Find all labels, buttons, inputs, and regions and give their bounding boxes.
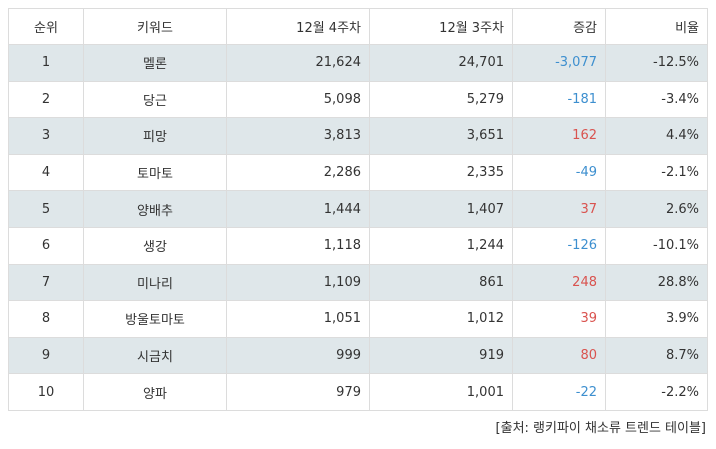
- table-row: 2 당근 5,098 5,279 -181 -3.4%: [8, 80, 708, 119]
- cell-week3: 1,012: [369, 300, 513, 338]
- source-caption: [출처: 랭키파이 채소류 트렌드 테이블]: [495, 421, 706, 436]
- header-change: 증감: [512, 8, 606, 45]
- table-row: 6 생강 1,118 1,244 -126 -10.1%: [8, 226, 708, 265]
- cell-rank: 2: [8, 80, 84, 119]
- cell-week3: 24,701: [369, 44, 513, 82]
- cell-keyword: 시금치: [83, 336, 227, 375]
- table-row: 4 토마토 2,286 2,335 -49 -2.1%: [8, 153, 708, 192]
- header-rank: 순위: [8, 8, 84, 45]
- cell-ratio: -2.2%: [605, 373, 708, 411]
- cell-week4: 3,813: [226, 117, 370, 155]
- cell-week4: 979: [226, 373, 370, 411]
- cell-change: -126: [512, 226, 606, 265]
- cell-keyword: 당근: [83, 80, 227, 119]
- cell-change: 80: [512, 336, 606, 375]
- cell-change: 248: [512, 263, 606, 302]
- cell-keyword: 양파: [83, 373, 227, 411]
- cell-ratio: 2.6%: [605, 190, 708, 228]
- cell-rank: 8: [8, 300, 84, 338]
- table-body: 1 멜론 21,624 24,701 -3,077 -12.5% 2 당근 5,098 5,279…: [8, 44, 708, 411]
- header-week4: 12월 4주차: [226, 8, 370, 45]
- cell-ratio: -12.5%: [605, 44, 708, 82]
- cell-ratio: 8.7%: [605, 336, 708, 375]
- header-keyword: 키워드: [83, 8, 227, 45]
- trend-table: 순위 키워드 12월 4주차 12월 3주차 증감 비율 1 멜론 21,624 24…: [8, 8, 708, 411]
- cell-week4: 21,624: [226, 44, 370, 82]
- cell-keyword: 생강: [83, 226, 227, 265]
- table-row: 1 멜론 21,624 24,701 -3,077 -12.5%: [8, 44, 708, 82]
- cell-rank: 9: [8, 336, 84, 375]
- cell-keyword: 토마토: [83, 153, 227, 192]
- cell-rank: 3: [8, 117, 84, 155]
- cell-week3: 919: [369, 336, 513, 375]
- cell-keyword: 방울토마토: [83, 300, 227, 338]
- cell-ratio: -3.4%: [605, 80, 708, 119]
- cell-rank: 10: [8, 373, 84, 411]
- header-row: 순위 키워드 12월 4주차 12월 3주차 증감 비율: [8, 8, 708, 45]
- cell-keyword: 양배추: [83, 190, 227, 228]
- cell-rank: 4: [8, 153, 84, 192]
- cell-change: -181: [512, 80, 606, 119]
- table-row: 9 시금치 999 919 80 8.7%: [8, 336, 708, 375]
- cell-change: 39: [512, 300, 606, 338]
- cell-week4: 1,118: [226, 226, 370, 265]
- table-row: 10 양파 979 1,001 -22 -2.2%: [8, 373, 708, 411]
- cell-ratio: 28.8%: [605, 263, 708, 302]
- cell-change: -22: [512, 373, 606, 411]
- table-header: 순위 키워드 12월 4주차 12월 3주차 증감 비율: [8, 8, 708, 45]
- cell-change: -49: [512, 153, 606, 192]
- cell-rank: 6: [8, 226, 84, 265]
- cell-ratio: 3.9%: [605, 300, 708, 338]
- table-row: 3 피망 3,813 3,651 162 4.4%: [8, 117, 708, 155]
- cell-keyword: 멜론: [83, 44, 227, 82]
- cell-rank: 1: [8, 44, 84, 82]
- cell-ratio: -2.1%: [605, 153, 708, 192]
- trend-table-container: 순위 키워드 12월 4주차 12월 3주차 증감 비율 1 멜론 21,624 24…: [8, 8, 708, 411]
- cell-week4: 5,098: [226, 80, 370, 119]
- table-row: 5 양배추 1,444 1,407 37 2.6%: [8, 190, 708, 228]
- table-row: 7 미나리 1,109 861 248 28.8%: [8, 263, 708, 302]
- cell-rank: 7: [8, 263, 84, 302]
- cell-week3: 1,244: [369, 226, 513, 265]
- cell-week4: 1,109: [226, 263, 370, 302]
- header-week3: 12월 3주차: [369, 8, 513, 45]
- cell-rank: 5: [8, 190, 84, 228]
- cell-week3: 1,001: [369, 373, 513, 411]
- cell-week3: 3,651: [369, 117, 513, 155]
- cell-ratio: 4.4%: [605, 117, 708, 155]
- header-ratio: 비율: [605, 8, 708, 45]
- cell-week4: 2,286: [226, 153, 370, 192]
- cell-change: -3,077: [512, 44, 606, 82]
- cell-week3: 1,407: [369, 190, 513, 228]
- cell-ratio: -10.1%: [605, 226, 708, 265]
- cell-keyword: 미나리: [83, 263, 227, 302]
- cell-week4: 1,051: [226, 300, 370, 338]
- cell-change: 162: [512, 117, 606, 155]
- cell-week4: 1,444: [226, 190, 370, 228]
- table-row: 8 방울토마토 1,051 1,012 39 3.9%: [8, 300, 708, 338]
- cell-week4: 999: [226, 336, 370, 375]
- cell-week3: 2,335: [369, 153, 513, 192]
- cell-week3: 5,279: [369, 80, 513, 119]
- cell-week3: 861: [369, 263, 513, 302]
- cell-change: 37: [512, 190, 606, 228]
- cell-keyword: 피망: [83, 117, 227, 155]
